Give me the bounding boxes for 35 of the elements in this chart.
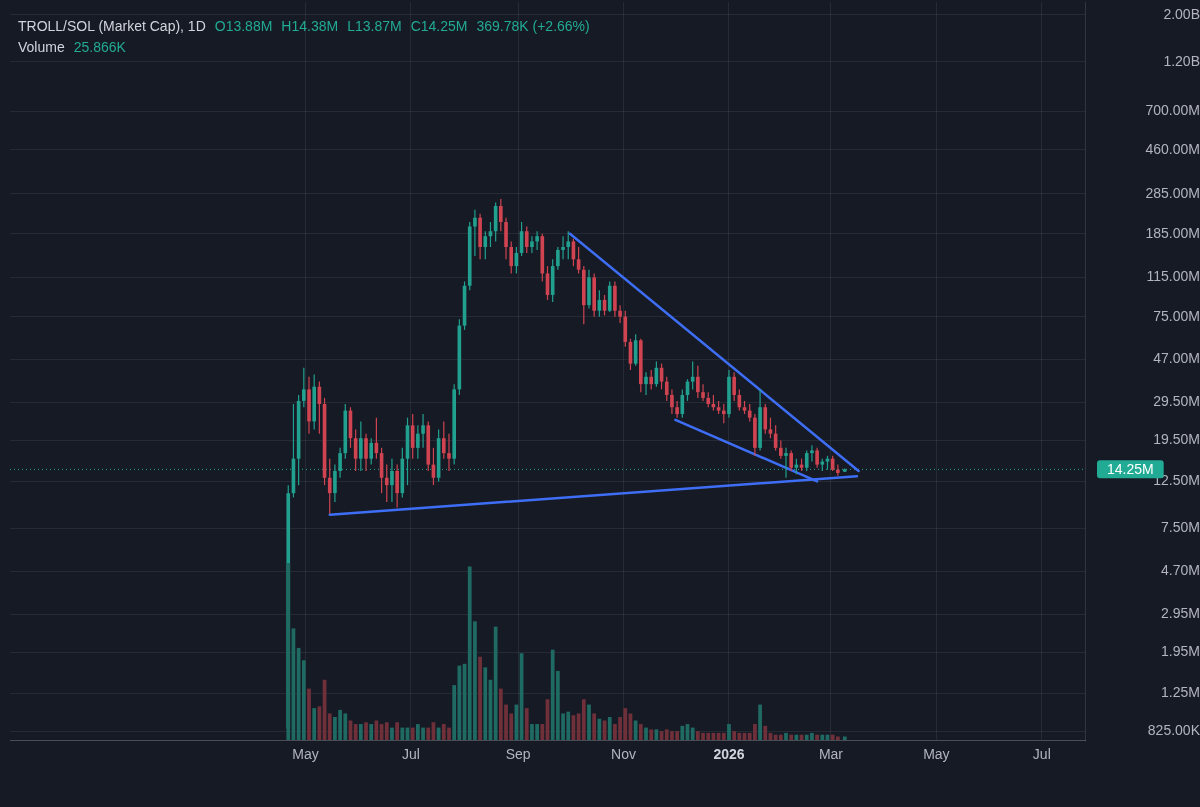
y-tick-label: 2.00B (1163, 5, 1200, 22)
y-tick-label: 12.50M (1153, 472, 1200, 489)
y-tick-label: 460.00M (1145, 140, 1200, 157)
annotation: H14.38M (281, 17, 339, 35)
y-tick-label: 47.00M (1153, 350, 1200, 367)
y-tick-label: 29.50M (1153, 393, 1200, 410)
y-tick-label: 1.95M (1161, 643, 1200, 660)
text: TROLL/SOL (Market Cap), 1D (18, 17, 206, 35)
annotation: 369.78K (+2.66%) (476, 17, 590, 35)
y-tick-label: 19.50M (1153, 431, 1200, 448)
y-tick-label: 185.00M (1145, 224, 1200, 241)
y-tick-label: 2.95M (1161, 604, 1200, 621)
annotation: O13.88M (214, 17, 273, 35)
x-tick-label: Mar (818, 746, 844, 763)
annotation: 25.866K (73, 38, 126, 56)
y-tick-label: 115.00M (1146, 268, 1200, 285)
y-tick-label: 825.00K (1147, 722, 1200, 739)
annotation: L13.87M (347, 17, 402, 35)
y-tick-label: 1.25M (1161, 683, 1200, 700)
annotation: C14.25M (410, 17, 468, 35)
ref-line-label: 14.25M (1107, 461, 1154, 478)
chart-title: Volume (18, 38, 65, 56)
x-tick-label: May (292, 746, 319, 763)
x-tick-label: Jul (1032, 746, 1051, 763)
y-tick-label: 4.70M (1161, 562, 1200, 579)
y-tick-label: 700.00M (1145, 102, 1200, 119)
x-tick-label: Nov (611, 746, 636, 763)
y-tick-label: 75.00M (1153, 307, 1200, 324)
x-tick-label: May (923, 746, 950, 763)
y-tick-label: 1.20B (1163, 52, 1200, 69)
y-tick-label: 285.00M (1145, 184, 1200, 201)
x-tick-label: Jul (402, 746, 420, 763)
x-tick-label: 2026 (713, 746, 745, 763)
x-tick-label: Sep (505, 746, 531, 763)
y-tick-label: 7.50M (1161, 519, 1200, 536)
